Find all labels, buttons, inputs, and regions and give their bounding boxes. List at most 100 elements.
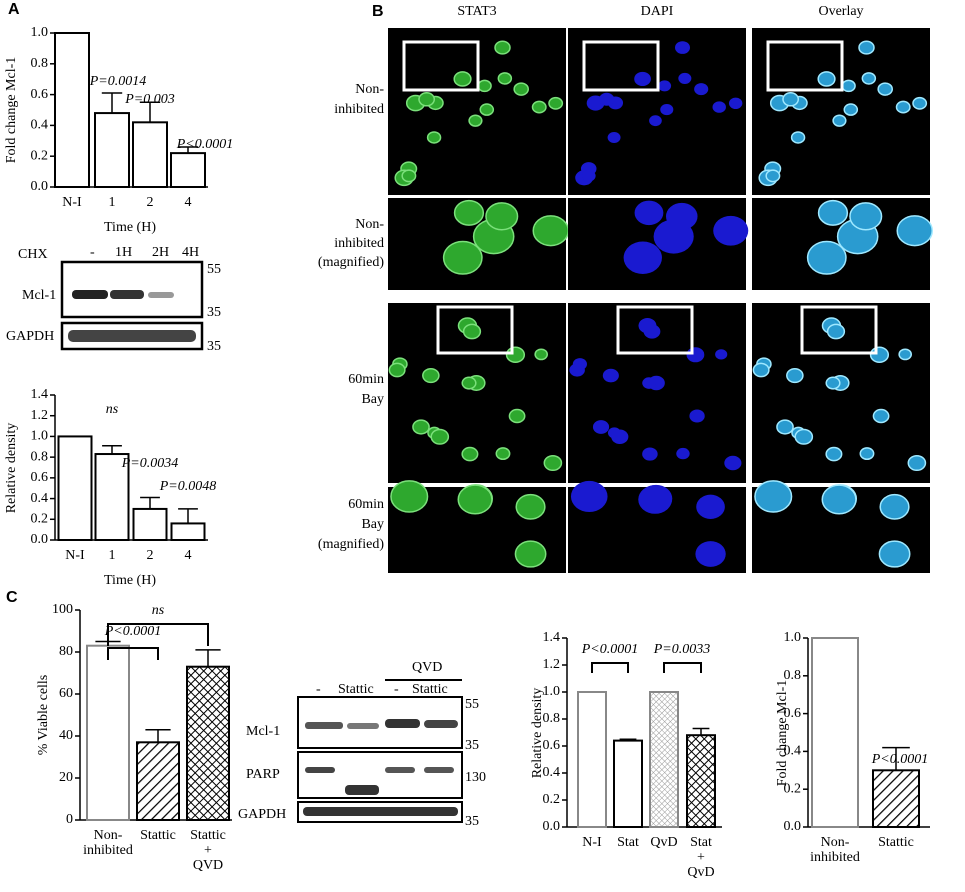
- cell: [825, 446, 843, 462]
- error-bar: [102, 445, 122, 455]
- bar: [86, 644, 130, 822]
- cell: [658, 80, 672, 92]
- y-tick-label: 0.2: [31, 148, 49, 163]
- marker: 55: [207, 262, 221, 277]
- y-tick-label: 0.2: [543, 792, 561, 807]
- marker: 130: [465, 770, 486, 785]
- cell: [872, 408, 890, 424]
- group-label: QVD: [412, 660, 442, 675]
- bar: [686, 734, 716, 829]
- y-tick-label: 1.0: [31, 429, 49, 444]
- y-tick-label: 1.0: [784, 630, 802, 645]
- y-tick-label: 0.4: [784, 744, 802, 759]
- y-tick-label: 80: [59, 644, 73, 659]
- selection-box: [766, 40, 844, 92]
- cell: [695, 541, 726, 567]
- column-header: Overlay: [818, 4, 863, 19]
- cell: [843, 103, 859, 116]
- annotation: ns: [106, 402, 119, 417]
- x-tick-label: N-I: [65, 548, 85, 563]
- bar: [94, 453, 130, 541]
- lane-label: 1H: [115, 245, 132, 260]
- bar: [136, 741, 180, 821]
- cell: [602, 368, 619, 383]
- error-bar: [882, 746, 910, 771]
- y-tick-label: 1.0: [31, 25, 49, 40]
- cell: [782, 92, 800, 107]
- error-bar: [619, 738, 637, 741]
- lane-label: 2H: [152, 245, 169, 260]
- cell: [495, 447, 511, 461]
- cell: [462, 323, 482, 340]
- annotation: P=0.0014: [89, 74, 147, 89]
- y-tick-label: 1.4: [543, 630, 561, 645]
- cell: [390, 480, 429, 513]
- column-header: DAPI: [641, 4, 674, 19]
- cell: [485, 202, 519, 231]
- cell: [634, 200, 664, 226]
- y-tick-label: 0.0: [31, 179, 49, 194]
- y-tick-label: 1.0: [543, 684, 561, 699]
- cell: [877, 82, 893, 96]
- cell: [461, 446, 479, 462]
- x-tick-label: Stattic: [878, 835, 914, 850]
- cell: [543, 454, 563, 472]
- lane-label: -: [394, 682, 399, 697]
- cell: [825, 376, 841, 390]
- cell: [461, 376, 477, 390]
- y-tick-label: 0.8: [784, 668, 802, 683]
- row-label: PARP: [246, 767, 280, 782]
- y-tick-label: 0: [66, 812, 73, 827]
- cell: [849, 202, 883, 231]
- cell: [715, 349, 728, 360]
- cell: [694, 83, 709, 96]
- cell: [858, 40, 875, 55]
- cell: [817, 71, 836, 87]
- blot-label: CHX: [18, 247, 48, 262]
- cell: [479, 103, 495, 116]
- cell: [841, 79, 856, 93]
- selection-box: [800, 305, 878, 355]
- annotation: P=0.0033: [653, 642, 711, 657]
- annotation: P<0.0001: [581, 642, 639, 657]
- cell: [418, 92, 436, 107]
- selection-box: [402, 40, 480, 92]
- cell: [765, 169, 781, 183]
- bracket: [591, 662, 629, 673]
- x-tick-label: Stattic + QVD: [190, 828, 226, 873]
- lane-label: Stattic: [412, 682, 448, 697]
- marker: 35: [207, 339, 221, 354]
- column-header: STAT3: [457, 4, 496, 19]
- cell: [821, 484, 857, 515]
- cell: [643, 324, 661, 339]
- row-label: Mcl-1: [246, 724, 280, 739]
- x-tick-label: Stattic: [140, 828, 176, 843]
- cell: [678, 72, 692, 84]
- cell: [752, 362, 770, 378]
- cell: [878, 540, 911, 568]
- microscopy: STAT3 DAPI Overlay Non-inhibited Non-inhibit…: [318, 4, 933, 573]
- bracket: [663, 662, 702, 673]
- error-bar: [101, 92, 123, 114]
- cell: [569, 363, 585, 377]
- y-tick-label: 0.6: [543, 738, 561, 753]
- bracket: [107, 647, 159, 660]
- y-tick-label: 0.4: [543, 765, 561, 780]
- cell: [660, 104, 674, 116]
- cell: [515, 493, 546, 520]
- y-tick-label: 40: [59, 728, 73, 743]
- annotation: P=0.0034: [121, 456, 179, 471]
- cell: [817, 199, 849, 226]
- cell: [534, 348, 549, 361]
- annotation: P=0.0048: [159, 479, 217, 494]
- cell: [689, 409, 705, 423]
- x-tick-label: Stat: [617, 835, 639, 850]
- row-label: Bay: [361, 517, 384, 532]
- annotation: P=0.003: [124, 92, 175, 107]
- bar: [613, 739, 643, 828]
- annotation: P<0.0001: [176, 137, 234, 152]
- bar: [811, 637, 859, 828]
- x-tick-label: 4: [185, 548, 192, 563]
- cell: [826, 323, 846, 340]
- cell: [898, 348, 913, 361]
